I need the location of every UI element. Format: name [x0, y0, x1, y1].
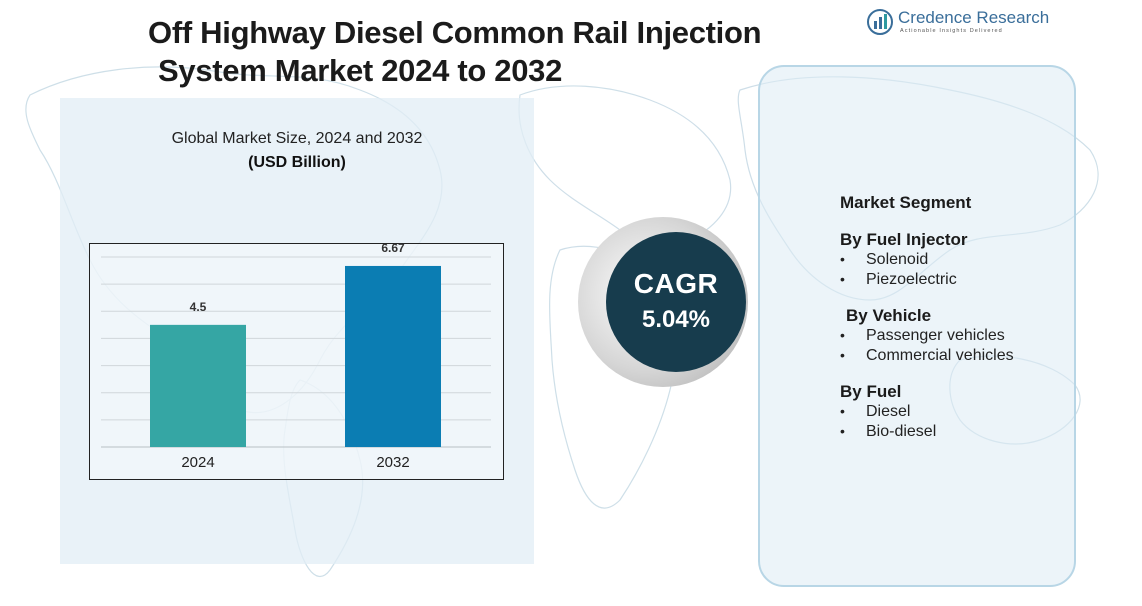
- segment-item: Bio-diesel: [840, 422, 1080, 442]
- segment-group-items: Passenger vehicles Commercial vehicles: [840, 326, 1080, 365]
- segment-group-items: Solenoid Piezoelectric: [840, 250, 1080, 289]
- segment-item: Passenger vehicles: [840, 326, 1080, 346]
- credence-research-logo: Credence Research Actionable Insights De…: [866, 8, 1066, 38]
- segment-heading: Market Segment: [840, 193, 972, 212]
- page-title: Off Highway Diesel Common Rail Injection…: [148, 14, 828, 90]
- segment-item: Piezoelectric: [840, 270, 1080, 290]
- data-label: 4.5: [190, 300, 207, 314]
- segment-group-title: By Fuel: [840, 382, 902, 401]
- segment-item: Diesel: [840, 402, 1080, 422]
- market-segment-list: Market Segment By Fuel Injector Solenoid…: [840, 193, 1080, 458]
- title-line-2: System Market 2024 to 2032: [158, 53, 563, 88]
- bar: [345, 265, 441, 447]
- segment-item: Solenoid: [840, 250, 1080, 270]
- segment-item: Commercial vehicles: [840, 346, 1080, 366]
- bar-chart: 4.5 2024 6.67 2032: [101, 243, 491, 471]
- logo-brand-text: Credence Research: [898, 8, 1050, 27]
- bar: [150, 324, 246, 447]
- data-label: 6.67: [381, 243, 405, 255]
- logo-tagline: Actionable Insights Delivered: [900, 28, 1003, 34]
- bar-chart-globe-icon: [867, 9, 893, 35]
- title-line-1: Off Highway Diesel Common Rail Injection: [148, 15, 762, 50]
- chart-panel: [60, 98, 534, 564]
- chart-unit: (USD Billion): [248, 154, 346, 171]
- cagr-value: 5.04%: [641, 306, 711, 333]
- cagr-badge: CAGR 5.04%: [606, 232, 746, 372]
- chart-caption: Global Market Size, 2024 and 2032 (USD B…: [60, 130, 534, 172]
- x-tick-label: 2032: [376, 454, 409, 471]
- segment-group-title: By Fuel Injector: [840, 230, 968, 249]
- segment-group-items: Diesel Bio-diesel: [840, 402, 1080, 441]
- chart-subtitle: Global Market Size, 2024 and 2032: [171, 130, 423, 147]
- segment-group-title: By Vehicle: [846, 306, 932, 325]
- x-tick-label: 2024: [181, 454, 214, 471]
- cagr-label: CAGR: [633, 268, 719, 299]
